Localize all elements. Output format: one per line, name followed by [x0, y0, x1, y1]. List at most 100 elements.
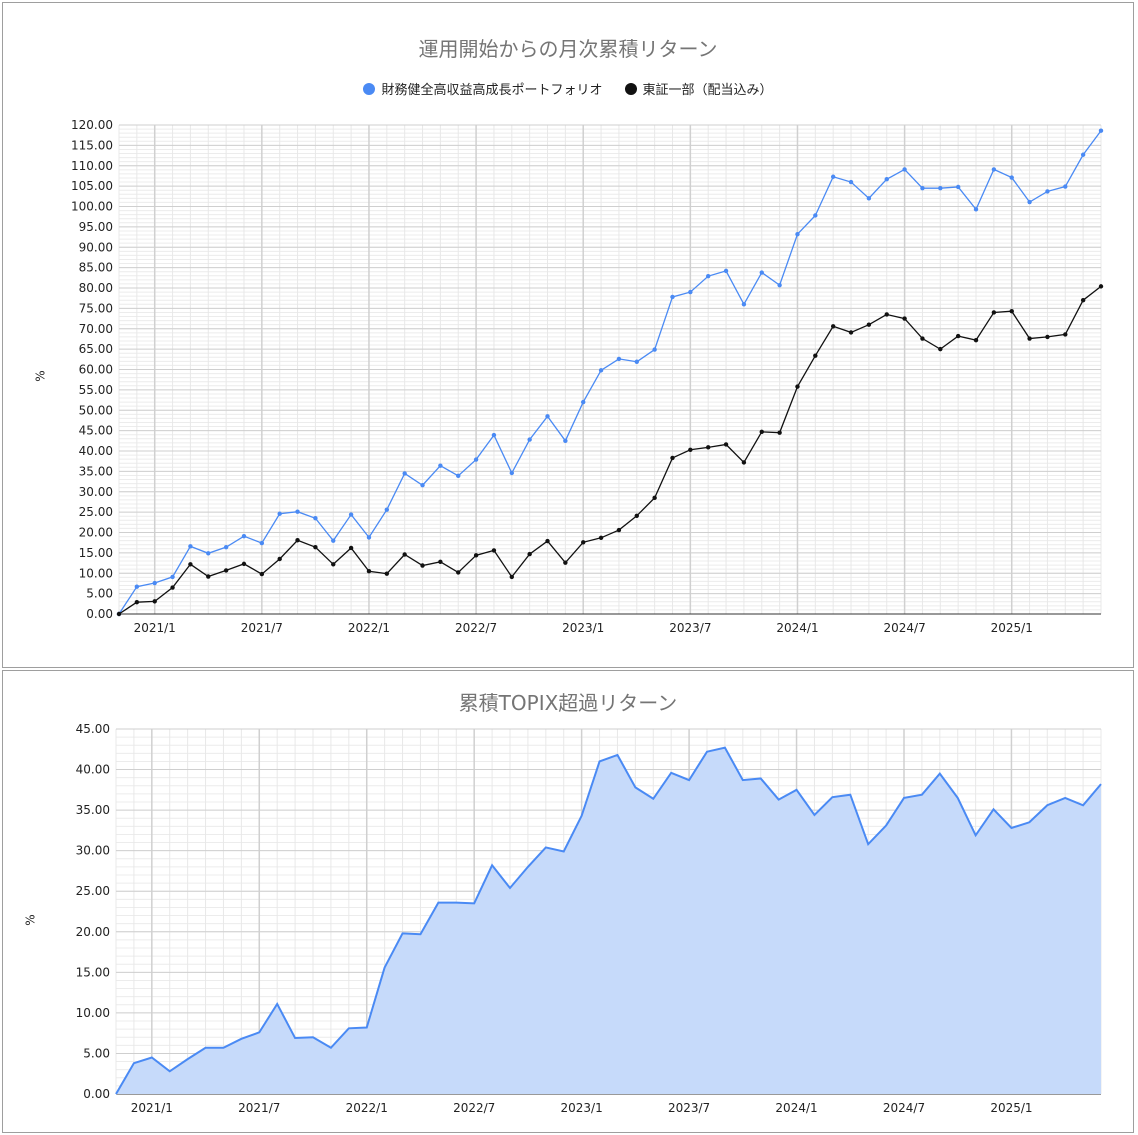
- data-point: [170, 585, 175, 590]
- data-point: [402, 471, 407, 476]
- data-point: [759, 270, 764, 275]
- data-point: [295, 538, 300, 543]
- y-tick-label: 35.00: [76, 803, 110, 817]
- data-point: [973, 337, 979, 343]
- data-point: [420, 483, 425, 488]
- data-point: [777, 430, 782, 435]
- series-line-topix: [118, 285, 1102, 615]
- data-point: [955, 184, 961, 190]
- x-tick-label: 2021/1: [131, 1101, 173, 1115]
- data-point: [563, 560, 568, 565]
- x-tick-label: 2021/7: [241, 621, 283, 635]
- area-fill: [116, 747, 1101, 1094]
- data-point: [295, 509, 300, 514]
- data-point: [223, 568, 229, 573]
- y-tick-label: 45.00: [79, 424, 113, 438]
- data-point: [384, 571, 390, 576]
- data-point: [741, 302, 747, 307]
- data-point: [1045, 189, 1050, 194]
- data-point: [170, 574, 175, 580]
- y-tick-label: 40.00: [76, 763, 110, 777]
- data-point: [1027, 199, 1032, 205]
- data-point: [973, 207, 979, 212]
- x-tick-label: 2024/7: [883, 621, 925, 635]
- y-tick-label: 0.00: [83, 1087, 110, 1101]
- line-chart-plot: 0.00 5.00 10.00 15.00 20.00 25.00 30.00 35.00 40…: [71, 118, 1104, 635]
- y-tick-label: 75.00: [79, 301, 113, 315]
- data-point: [527, 437, 532, 442]
- data-point: [830, 324, 836, 329]
- y-tick-label: 110.00: [71, 159, 113, 173]
- data-point: [366, 535, 372, 540]
- data-point: [241, 533, 247, 539]
- x-tick-label: 2022/7: [455, 621, 497, 635]
- y-tick-label: 5.00: [86, 587, 113, 601]
- data-point: [1080, 152, 1086, 157]
- data-point: [473, 457, 479, 462]
- data-point: [563, 438, 568, 444]
- data-point: [206, 551, 211, 556]
- data-point: [920, 185, 925, 191]
- data-point: [277, 556, 282, 562]
- data-point: [1063, 184, 1068, 189]
- data-point: [848, 179, 854, 185]
- data-point: [134, 599, 140, 605]
- y-tick-label: 10.00: [76, 1006, 110, 1020]
- data-point: [188, 544, 193, 549]
- data-point: [1027, 336, 1032, 341]
- y-tick-label: 20.00: [79, 526, 113, 540]
- data-point: [670, 294, 675, 300]
- area-chart-plot: 0.00 5.00 10.00 15.00 20.00 25.00 30.00 35.00 40…: [76, 722, 1102, 1115]
- y-tick-label: 95.00: [79, 220, 113, 234]
- data-point: [116, 611, 122, 617]
- data-point: [1098, 128, 1104, 133]
- x-tick-label: 2022/7: [453, 1101, 495, 1115]
- data-point: [545, 414, 550, 419]
- data-point: [723, 268, 729, 274]
- data-point: [598, 368, 604, 373]
- data-point: [456, 570, 461, 575]
- x-tick-label: 2023/1: [561, 1101, 603, 1115]
- y-tick-label: 65.00: [79, 342, 113, 356]
- data-point: [241, 561, 247, 567]
- data-point: [134, 584, 140, 589]
- x-tick-label: 2025/1: [990, 1101, 1032, 1115]
- data-point: [348, 512, 354, 517]
- y-tick-label: 90.00: [79, 240, 113, 254]
- data-point: [902, 316, 907, 321]
- data-point: [848, 330, 854, 335]
- x-tick-label: 2022/1: [348, 621, 390, 635]
- y-tick-label: 5.00: [83, 1046, 110, 1060]
- data-point: [652, 347, 657, 352]
- data-point: [366, 569, 372, 574]
- data-point: [456, 473, 461, 479]
- data-point: [616, 356, 622, 362]
- legend-dot-portfolio: [363, 82, 376, 95]
- data-point: [991, 167, 997, 172]
- x-tick-label: 2023/7: [668, 1101, 710, 1115]
- legend-item-portfolio[interactable]: 財務健全高収益高成長ポートフォリオ: [363, 79, 603, 98]
- legend-label-portfolio: 財務健全高収益高成長ポートフォリオ: [381, 83, 603, 98]
- data-point: [795, 232, 800, 237]
- y-tick-label: 25.00: [79, 505, 113, 519]
- data-point: [527, 551, 532, 557]
- data-point: [991, 310, 997, 315]
- data-point: [188, 562, 193, 567]
- data-point: [1098, 284, 1104, 289]
- y-tick-label: 10.00: [79, 566, 113, 580]
- legend-item-topix[interactable]: 東証一部（配当込み）: [624, 79, 773, 98]
- data-point: [598, 535, 604, 540]
- series-line: [115, 746, 1102, 1095]
- x-tick-label: 2023/7: [669, 621, 711, 635]
- data-point: [1080, 298, 1086, 303]
- data-point: [438, 463, 443, 468]
- data-point: [1009, 309, 1014, 314]
- x-tick-label: 2024/1: [776, 621, 818, 635]
- data-point: [706, 445, 711, 450]
- data-point: [830, 174, 836, 179]
- legend-label-topix: 東証一部（配当込み）: [642, 83, 773, 98]
- data-point: [491, 548, 497, 553]
- data-point: [152, 580, 157, 586]
- data-point: [795, 384, 800, 389]
- data-point: [509, 574, 514, 580]
